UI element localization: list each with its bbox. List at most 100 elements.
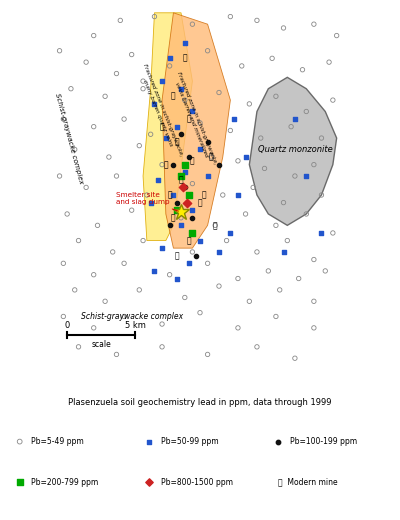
Text: scale: scale [92, 340, 111, 349]
Text: ⛏: ⛏ [175, 137, 180, 146]
Point [90, 31, 97, 40]
Point [311, 161, 317, 169]
Point [60, 259, 66, 267]
Point [204, 172, 211, 180]
Point [16, 478, 23, 486]
Point [235, 157, 241, 165]
Point [186, 191, 192, 199]
Text: ⛏: ⛏ [198, 198, 202, 207]
Point [292, 354, 298, 362]
Point [204, 350, 211, 359]
Point [261, 164, 268, 173]
Point [94, 221, 101, 229]
Point [216, 161, 222, 169]
Point [193, 252, 200, 260]
Point [170, 191, 177, 199]
Point [273, 92, 279, 100]
Point [90, 323, 97, 332]
Polygon shape [162, 13, 230, 248]
Point [189, 179, 196, 188]
Text: ⛏: ⛏ [213, 221, 218, 230]
Point [299, 66, 306, 74]
Point [184, 199, 190, 207]
Point [322, 267, 328, 275]
Point [269, 54, 275, 62]
Point [292, 115, 298, 123]
Point [292, 172, 298, 180]
Point [182, 168, 188, 176]
Point [220, 191, 226, 199]
Point [204, 259, 211, 267]
Point [197, 237, 203, 245]
Point [140, 85, 146, 93]
Point [227, 126, 234, 135]
Point [318, 229, 325, 237]
Point [106, 153, 112, 161]
Point [182, 39, 188, 47]
Point [303, 107, 310, 115]
Point [159, 77, 165, 85]
Text: 5 km: 5 km [125, 321, 146, 330]
Point [258, 134, 264, 142]
Point [318, 191, 325, 199]
Point [227, 229, 234, 237]
Point [159, 244, 165, 252]
Text: ⛏: ⛏ [179, 175, 183, 184]
Point [212, 221, 218, 229]
Point [166, 54, 173, 62]
Point [235, 191, 241, 199]
Point [117, 16, 124, 24]
Point [113, 172, 120, 180]
Point [113, 350, 120, 359]
Point [166, 221, 173, 229]
Point [180, 183, 186, 191]
Point [311, 20, 317, 29]
Point [223, 237, 230, 245]
Point [159, 320, 165, 328]
Point [178, 130, 184, 138]
Text: Schist-graywacke complex: Schist-graywacke complex [81, 312, 183, 321]
Text: ⛏: ⛏ [164, 160, 168, 169]
Text: ⛏: ⛏ [167, 190, 172, 200]
Point [186, 153, 192, 161]
Point [318, 134, 325, 142]
Point [330, 229, 336, 237]
Point [284, 237, 290, 245]
Point [110, 248, 116, 256]
Text: Fractured zone in schist-graywacke,
many barren quartz veins: Fractured zone in schist-graywacke, many… [136, 63, 184, 160]
Point [182, 183, 188, 191]
Text: Fractured zone in schist-graywacke,
veins barren and mineralized: Fractured zone in schist-graywacke, vein… [171, 71, 218, 167]
Text: Quartz monzonite: Quartz monzonite [258, 145, 332, 154]
Point [146, 478, 152, 486]
Point [280, 248, 287, 256]
Point [276, 286, 283, 294]
Text: Pb=800-1500 ppm: Pb=800-1500 ppm [161, 478, 233, 487]
Point [334, 31, 340, 40]
Point [170, 161, 177, 169]
Text: 0: 0 [64, 321, 70, 330]
Point [72, 145, 78, 153]
Point [159, 343, 165, 351]
Point [280, 199, 287, 207]
Point [197, 145, 203, 153]
Text: ⛏: ⛏ [160, 122, 164, 131]
Point [227, 12, 234, 21]
Point [186, 259, 192, 267]
Point [174, 275, 180, 283]
Point [113, 69, 120, 77]
Point [326, 58, 332, 66]
Text: ⛏: ⛏ [186, 236, 191, 245]
Point [250, 183, 256, 191]
Point [178, 172, 184, 180]
Point [146, 437, 152, 446]
Point [166, 270, 173, 279]
Point [182, 96, 188, 104]
Point [273, 313, 279, 321]
Point [216, 282, 222, 290]
Point [72, 286, 78, 294]
Point [128, 206, 135, 214]
Point [178, 85, 184, 93]
Point [178, 221, 184, 229]
Point [121, 115, 127, 123]
Point [90, 123, 97, 131]
